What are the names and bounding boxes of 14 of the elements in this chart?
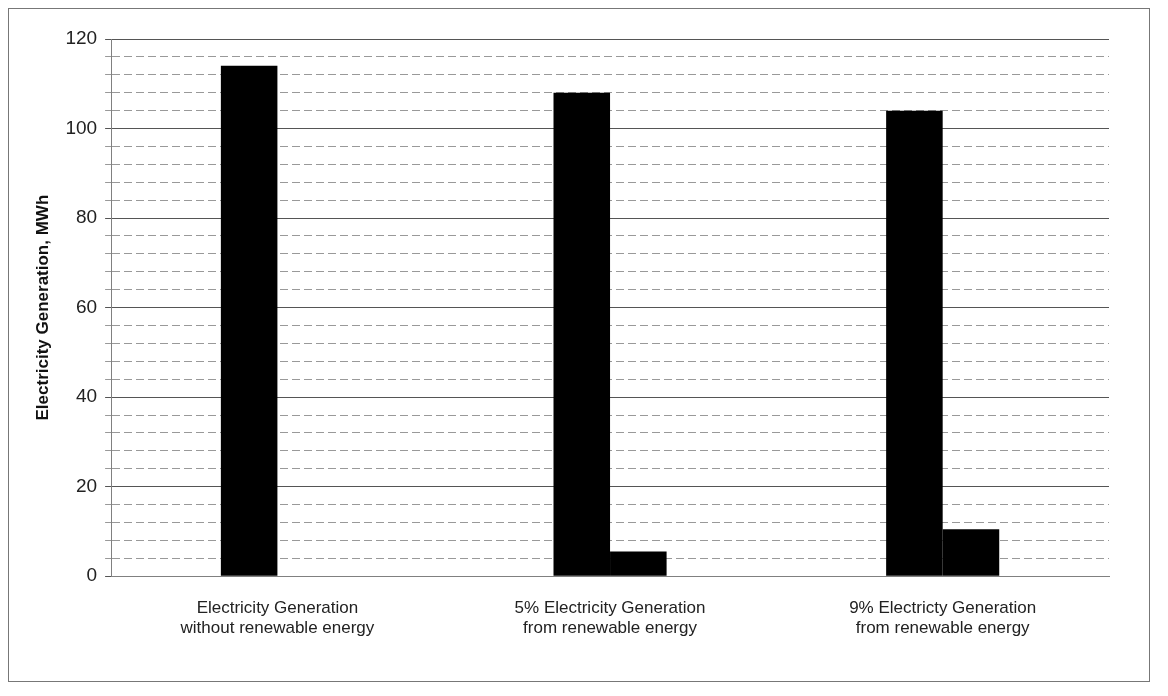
frame: Electricity Generation, MWh Electricity Generation without renewable energy 5% Electricity Generation from renewable energy 9% Electricty Generation from renewable energy 0 20 40 60 80 100 120 bbox=[8, 8, 1150, 682]
y-tick-label: 40 bbox=[75, 385, 98, 407]
bar bbox=[610, 551, 667, 576]
y-tick-label: 100 bbox=[65, 116, 98, 138]
y-tick-label: 0 bbox=[86, 564, 98, 586]
bar bbox=[553, 92, 611, 576]
bar bbox=[220, 65, 278, 576]
y-tick-label: 60 bbox=[75, 295, 98, 317]
y-tick-label: 120 bbox=[65, 27, 98, 49]
bar bbox=[942, 529, 1000, 576]
y-tick-label: 20 bbox=[75, 474, 98, 496]
y-tick-label: 80 bbox=[75, 206, 98, 228]
y-axis-title: Electricity Generation, MWh bbox=[32, 194, 52, 421]
bar bbox=[886, 110, 943, 576]
